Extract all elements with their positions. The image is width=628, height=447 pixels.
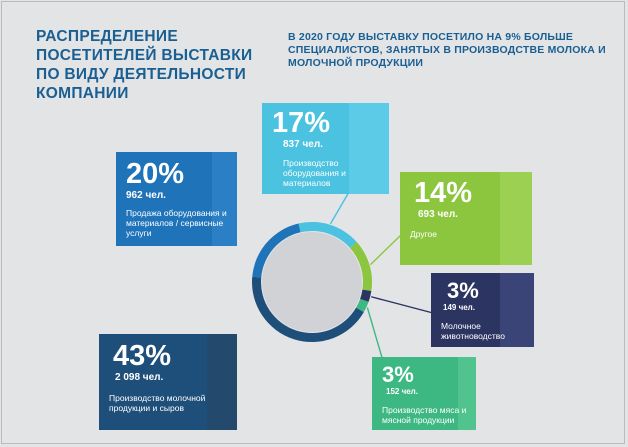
leader-line-other	[369, 234, 402, 266]
leader-line-equipment-production	[329, 191, 350, 225]
count-label: 2 098 чел.	[115, 372, 164, 383]
category-label: Производство оборудования и материалов	[283, 158, 346, 188]
donut-center	[262, 232, 362, 332]
card-equipment-production: 17% 837 чел. Производство оборудования и…	[262, 103, 389, 194]
card-strip	[500, 273, 534, 347]
card-strip	[500, 172, 532, 265]
card-strip	[458, 357, 476, 430]
card-dairy-farming: 3% 149 чел. Молочное животноводство	[431, 273, 534, 347]
card-strip	[212, 152, 237, 246]
count-label: 149 чел.	[443, 303, 475, 312]
percent-label: 43%	[113, 340, 172, 372]
card-strip	[207, 334, 237, 430]
donut-slice-equipment-sales	[252, 223, 301, 278]
count-label: 152 чел.	[386, 387, 418, 396]
category-label: Другое	[410, 229, 438, 239]
category-label: Продажа оборудования и материалов / серв…	[126, 208, 227, 238]
percent-label: 3%	[382, 362, 414, 387]
leader-line-dairy-farming	[371, 296, 434, 314]
donut-slice-dairy-production	[252, 276, 364, 342]
leader-line-meat-production	[366, 307, 384, 362]
chart-subtitle: В 2020 ГОДУ ВЫСТАВКУ ПОСЕТИЛО НА 9% БОЛЬ…	[288, 31, 606, 69]
chart-title: РАСПРЕДЕЛЕНИЕ ПОСЕТИТЕЛЕЙ ВЫСТАВКИ ПО ВИ…	[36, 28, 253, 102]
card-equipment-sales: 20% 962 чел. Продажа оборудования и мате…	[116, 152, 237, 246]
card-dairy-production: 43% 2 098 чел. Производство молочной про…	[99, 334, 237, 430]
count-label: 962 чел.	[126, 190, 166, 201]
count-label: 693 чел.	[418, 209, 458, 220]
percent-label: 20%	[126, 158, 185, 190]
percent-label: 14%	[414, 177, 473, 209]
donut-slice-other	[350, 242, 372, 291]
card-meat-production: 3% 152 чел. Производство мяса и мясной п…	[372, 357, 476, 430]
percent-label: 17%	[272, 107, 331, 139]
card-other: 14% 693 чел. Другое	[400, 172, 532, 265]
donut-slice-dairy-farming	[360, 289, 372, 302]
count-label: 837 чел.	[283, 139, 323, 150]
card-strip	[349, 103, 389, 194]
category-label: Производство мяса и мясной продукции	[382, 405, 467, 425]
category-label: Молочное животноводство	[441, 321, 505, 341]
donut-slice-equipment-production	[298, 222, 357, 249]
donut-slice-meat-production	[356, 298, 369, 313]
percent-label: 3%	[447, 278, 479, 303]
category-label: Производство молочной продукции и сыров	[109, 393, 206, 413]
